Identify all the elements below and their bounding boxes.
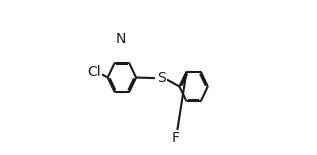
Text: F: F [172, 131, 180, 145]
Text: Cl: Cl [87, 65, 101, 79]
Text: S: S [157, 71, 165, 85]
Text: N: N [115, 32, 126, 46]
